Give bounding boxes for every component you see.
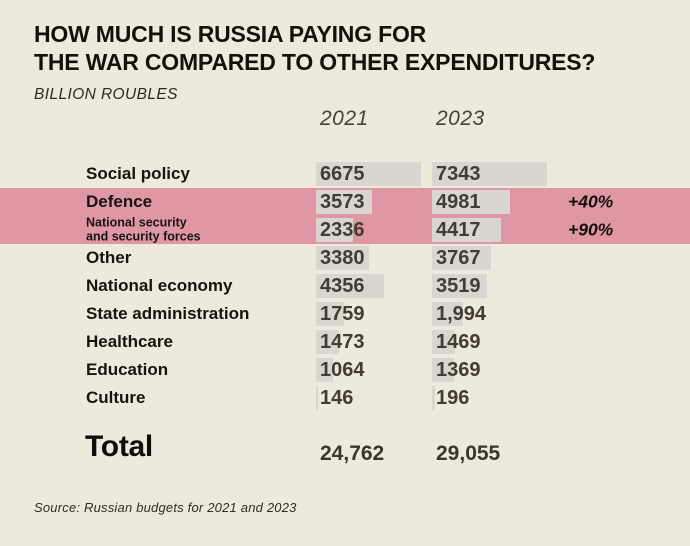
cell-2021: 2336 — [316, 218, 365, 242]
row-label-line1: National security — [86, 215, 187, 230]
row-label: Education — [86, 359, 169, 379]
expense-row: National security and security forces 23… — [0, 216, 690, 244]
row-label-line1: Social policy — [86, 163, 190, 183]
bar-2023 — [432, 302, 464, 326]
value-2023: 3767 — [436, 247, 481, 269]
bar-2023 — [432, 162, 548, 186]
expense-row: Culture 146 196 — [0, 384, 690, 412]
row-label-line1: State administration — [86, 303, 250, 323]
row-label-line1: Culture — [86, 387, 146, 407]
bar-2021 — [316, 386, 319, 410]
row-label: Defence — [86, 191, 153, 211]
value-2023: 7343 — [436, 163, 481, 185]
row-label-line1: Education — [86, 359, 169, 379]
unit-label: BILLION ROUBLES — [34, 86, 178, 103]
value-2021: 4356 — [320, 275, 365, 297]
expense-row: Other 3380 3767 — [0, 244, 690, 272]
row-label: National security and security forces — [86, 216, 201, 245]
row-label: Other — [86, 247, 132, 267]
bar-2021 — [316, 190, 373, 214]
row-label-line1: Other — [86, 247, 132, 267]
cell-2023: 4981 — [432, 190, 511, 214]
bar-2023 — [432, 274, 488, 298]
cell-2023: 1469 — [432, 330, 481, 354]
bar-2021 — [316, 330, 340, 354]
bar-2021 — [316, 358, 333, 382]
value-2021: 1064 — [320, 359, 365, 381]
change-badge: +90% — [568, 219, 614, 240]
value-2023: 196 — [436, 387, 470, 409]
page-title-line2: THE WAR COMPARED TO OTHER EXPENDITURES? — [34, 48, 596, 75]
value-2021: 1473 — [320, 331, 365, 353]
column-header-2021: 2021 — [320, 107, 369, 130]
value-2023: 1469 — [436, 331, 481, 353]
page-title-line1: HOW MUCH IS RUSSIA PAYING FOR — [34, 21, 427, 47]
expense-rows: Social policy 6675 7343 Defence 3573 498… — [0, 160, 690, 412]
total-2023: 29,055 — [436, 442, 501, 465]
page-title: HOW MUCH IS RUSSIA PAYING FOR THE WAR CO… — [34, 21, 595, 76]
bar-2021 — [316, 162, 421, 186]
cell-2023: 3519 — [432, 274, 488, 298]
cell-2021: 1473 — [316, 330, 365, 354]
row-label: National economy — [86, 275, 233, 295]
expense-row: Healthcare 1473 1469 — [0, 328, 690, 356]
cell-2021: 6675 — [316, 162, 421, 186]
cell-2021: 3573 — [316, 190, 373, 214]
cell-2023: 4417 — [432, 218, 502, 242]
value-2021: 1759 — [320, 303, 365, 325]
expense-row: Social policy 6675 7343 — [0, 160, 690, 188]
cell-2023: 1369 — [432, 358, 481, 382]
row-label: Healthcare — [86, 331, 173, 351]
bar-2023 — [432, 246, 492, 270]
bar-2023 — [432, 190, 511, 214]
value-2021: 6675 — [320, 163, 365, 185]
change-badge: +40% — [568, 191, 614, 212]
expense-row: National economy 4356 3519 — [0, 272, 690, 300]
row-label-line1: National economy — [86, 275, 233, 295]
bar-2023 — [432, 218, 502, 242]
row-label-line1: Defence — [86, 191, 153, 211]
expense-row: Defence 3573 4981 +40% — [0, 188, 690, 216]
row-label-line2: and security forces — [86, 230, 201, 244]
cell-2023: 196 — [432, 386, 469, 410]
cell-2023: 7343 — [432, 162, 548, 186]
row-label: Social policy — [86, 163, 190, 183]
cell-2021: 1064 — [316, 358, 365, 382]
value-2023: 3519 — [436, 275, 481, 297]
cell-2021: 1759 — [316, 302, 365, 326]
cell-2021: 4356 — [316, 274, 385, 298]
expense-row: State administration 1759 1,994 — [0, 300, 690, 328]
cell-2023: 3767 — [432, 246, 492, 270]
expense-row: Education 1064 1369 — [0, 356, 690, 384]
row-label: State administration — [86, 303, 250, 323]
value-2023: 4417 — [436, 219, 481, 241]
bar-2023 — [432, 386, 436, 410]
bar-2023 — [432, 358, 454, 382]
bar-2021 — [316, 218, 353, 242]
value-2021: 146 — [320, 387, 354, 409]
row-label: Culture — [86, 387, 146, 407]
row-label-line1: Healthcare — [86, 331, 173, 351]
value-2023: 1,994 — [436, 303, 487, 325]
value-2021: 3380 — [320, 247, 365, 269]
bar-2023 — [432, 330, 456, 354]
value-2021: 3573 — [320, 191, 365, 213]
value-2021: 2336 — [320, 219, 365, 241]
bar-2021 — [316, 302, 344, 326]
total-label: Total — [85, 430, 153, 463]
column-header-2023: 2023 — [436, 107, 485, 130]
bar-2021 — [316, 246, 370, 270]
source-note: Source: Russian budgets for 2021 and 202… — [34, 500, 297, 515]
value-2023: 4981 — [436, 191, 481, 213]
cell-2023: 1,994 — [432, 302, 486, 326]
value-2023: 1369 — [436, 359, 481, 381]
total-2021: 24,762 — [320, 442, 385, 465]
cell-2021: 146 — [316, 386, 353, 410]
bar-2021 — [316, 274, 385, 298]
cell-2021: 3380 — [316, 246, 370, 270]
